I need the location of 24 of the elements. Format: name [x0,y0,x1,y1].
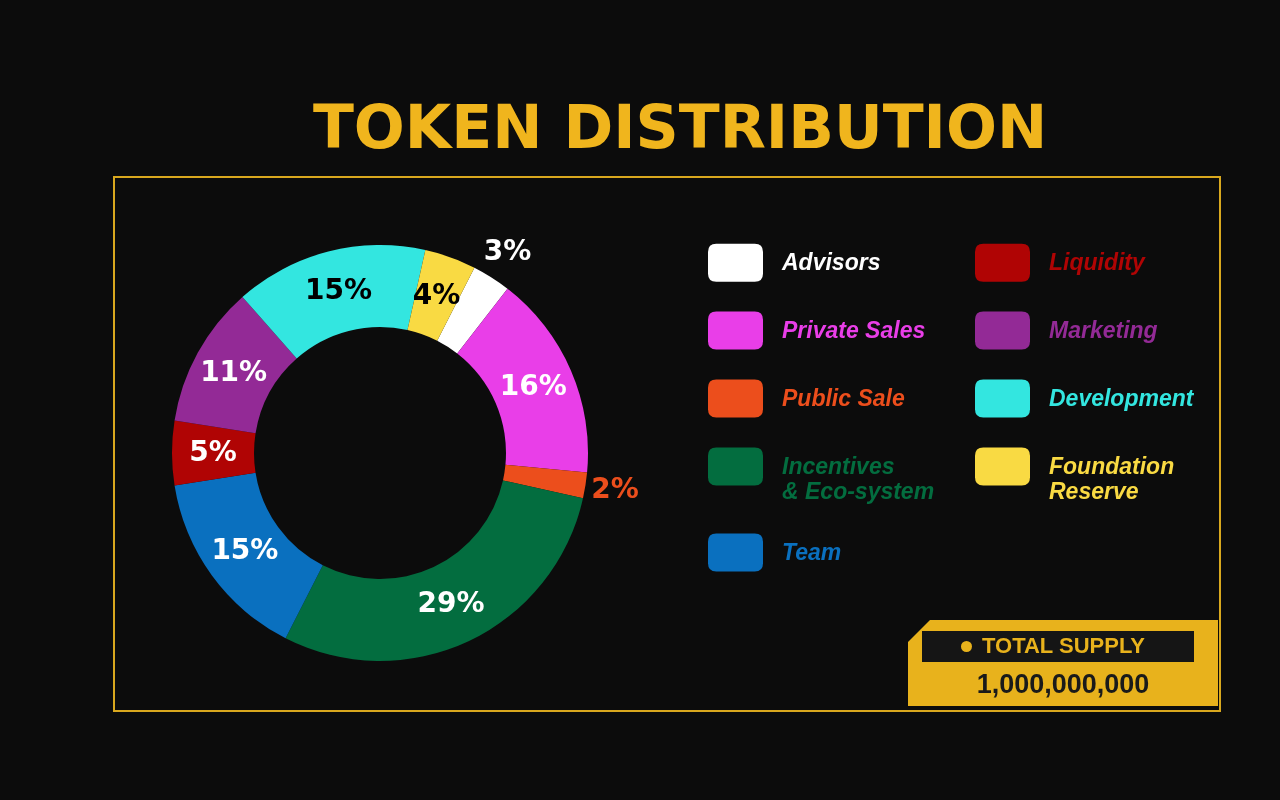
legend-label: Development [1049,384,1195,411]
donut-slice [174,296,297,434]
legend-label: Incentives & Eco-system [782,452,935,504]
data-label: 2% [591,472,639,506]
text: TOTAL SUPPLY [982,632,1146,660]
donut-slice [502,464,588,499]
text: 1,000,000,000 [975,669,1151,699]
chart-title: TOKEN DISTRIBUTION [311,92,1049,162]
legend-label: Liquidity [1049,248,1147,275]
legend-label: Private Sales [782,316,926,343]
legend-label: Marketing [1049,316,1158,343]
legend-label: Foundation Reserve [1049,452,1175,504]
data-label: 16% [499,368,567,402]
donut-slice [285,480,583,661]
data-label: 15% [211,533,279,567]
data-label: 3% [483,234,532,268]
legend-label: Public Sale [782,384,905,411]
data-label: 15% [304,273,372,307]
data-label: 11% [200,354,268,388]
data-label: 5% [189,435,237,468]
data-label: 29% [417,586,485,620]
donut-slice [174,472,323,639]
legend-label: Team [782,538,842,565]
legend-label: Advisors [781,248,881,275]
